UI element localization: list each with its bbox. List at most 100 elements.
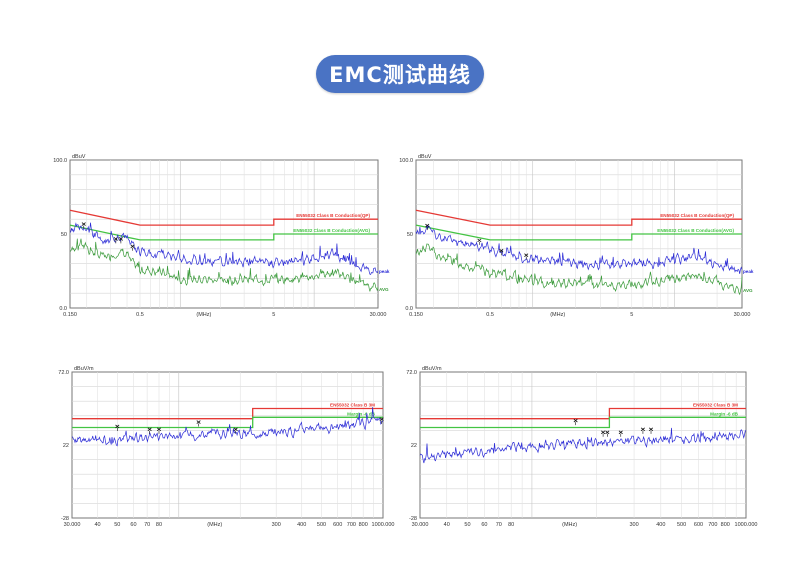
- measurement-trace: [415, 225, 743, 274]
- conducted-emission-chart-1: dBuV 100.0 50 0.0 0.150 0.5 5 30.000 (MHz) EN5503…: [38, 150, 390, 320]
- x-tick-label: 80: [508, 522, 514, 528]
- x-tick-label: 50: [464, 522, 470, 528]
- x-unit-label: (MHz): [207, 522, 222, 528]
- y-tick-label: 0.0: [405, 306, 413, 312]
- y-tick-label: -28: [61, 516, 69, 522]
- x-tick-label: 30.000: [412, 522, 429, 528]
- limit-line: [69, 209, 378, 226]
- peak-marker: [115, 424, 120, 429]
- measurement-trace: [415, 243, 743, 296]
- series-label: peak: [379, 269, 390, 274]
- peak-marker: [130, 244, 135, 249]
- y-tick-label: 72.0: [406, 370, 417, 376]
- conducted-emission-chart-2: dBuV 100.0 50 0.0 0.150 0.5 5 30.000 (MHz) EN5503…: [384, 150, 754, 320]
- limit-line: [72, 416, 383, 429]
- x-tick-label: 1000.000: [372, 522, 395, 528]
- y-tick-label: 50: [407, 232, 413, 238]
- y-unit-label: dBuV/m: [422, 366, 442, 372]
- x-tick-label: 0.5: [486, 312, 494, 318]
- x-tick-label: 30.000: [64, 522, 81, 528]
- limit-line-label: EN55032 Class B Conduction(AVG): [293, 228, 370, 233]
- series-label: AVG: [743, 288, 753, 293]
- x-tick-label: 0.5: [136, 312, 144, 318]
- measurement-trace: [419, 427, 747, 464]
- x-tick-label: 0.150: [409, 312, 423, 318]
- measurement-trace: [71, 407, 384, 447]
- x-tick-label: 30.000: [370, 312, 387, 318]
- x-tick-label: 800: [359, 522, 368, 528]
- x-tick-label: 60: [130, 522, 136, 528]
- x-tick-label: 50: [114, 522, 120, 528]
- limit-line: [420, 416, 746, 429]
- x-tick-label: 40: [94, 522, 100, 528]
- peak-marker: [147, 427, 152, 432]
- x-tick-label: 300: [272, 522, 281, 528]
- x-unit-label: (MHz): [550, 312, 565, 318]
- y-unit-label: dBuV: [72, 154, 86, 160]
- x-tick-label: 30.000: [734, 312, 751, 318]
- y-tick-label: 100.0: [53, 158, 67, 164]
- series-label: peak: [743, 269, 754, 274]
- peak-marker: [196, 420, 201, 424]
- y-tick-label: 50: [61, 232, 67, 238]
- limit-line: [415, 209, 742, 226]
- peak-marker: [425, 223, 430, 228]
- page-title: EMC测试曲线: [316, 55, 484, 93]
- y-tick-label: 22: [411, 443, 417, 449]
- peak-marker: [81, 222, 86, 226]
- peak-marker: [640, 427, 645, 432]
- peak-marker: [118, 237, 123, 241]
- chart-svg: dBuV 100.0 50 0.00.150 0.5 5 30.000 (MHz) EN5503…: [399, 154, 754, 318]
- x-tick-label: 300: [629, 522, 638, 528]
- peak-marker: [573, 418, 578, 423]
- x-tick-label: 60: [481, 522, 487, 528]
- limit-line-label: Margin -6 dB: [347, 411, 376, 416]
- x-tick-label: 0.150: [63, 312, 77, 318]
- peak-marker: [379, 417, 384, 421]
- y-tick-label: 22: [63, 443, 69, 449]
- limit-line-label: EN55032 Class B 3M: [693, 403, 738, 408]
- series-label: AVG: [379, 287, 389, 292]
- y-tick-label: -28: [409, 516, 417, 522]
- limit-line-label: Margin -6 dB: [710, 411, 739, 416]
- x-tick-label: 5: [272, 312, 275, 318]
- chart-svg: dBuV 100.0 50 0.00.150 0.5 5 30.000 (MHz) EN5503…: [53, 154, 390, 318]
- x-tick-label: 500: [677, 522, 686, 528]
- limit-line-label: EN55032 Class B Conduction(QP): [660, 213, 734, 218]
- peak-marker: [477, 238, 482, 243]
- y-unit-label: dBuV/m: [74, 366, 94, 372]
- x-tick-label: 400: [297, 522, 306, 528]
- peak-marker: [499, 248, 504, 253]
- peak-marker: [618, 430, 623, 435]
- x-tick-label: 800: [721, 522, 730, 528]
- measurement-trace: [69, 222, 379, 275]
- x-tick-label: 70: [144, 522, 150, 528]
- peak-marker: [605, 430, 610, 435]
- peak-marker: [601, 430, 606, 435]
- limit-line: [69, 224, 378, 241]
- x-tick-label: 1000.000: [735, 522, 758, 528]
- peak-marker: [113, 237, 118, 241]
- x-tick-label: 70: [496, 522, 502, 528]
- limit-line-label: EN55032 Class B Conduction(AVG): [657, 228, 734, 233]
- x-tick-label: 700: [708, 522, 717, 528]
- x-tick-label: 400: [656, 522, 665, 528]
- x-tick-label: 5: [630, 312, 633, 318]
- limit-line: [420, 407, 746, 420]
- peak-marker: [156, 427, 162, 432]
- limit-line-label: EN55032 Class B Conduction(QP): [296, 213, 370, 218]
- limit-line: [72, 407, 383, 420]
- peak-marker: [233, 427, 238, 432]
- y-tick-label: 0.0: [59, 306, 67, 312]
- y-tick-label: 100.0: [399, 158, 413, 164]
- limit-line: [415, 224, 742, 241]
- radiated-emission-chart-1: dBuV/m 72.0 22 -28 30.000 40 50 60 70 80 300 400 500…: [40, 362, 394, 530]
- x-unit-label: (MHz): [562, 522, 577, 528]
- x-unit-label: (MHz): [196, 312, 211, 318]
- x-tick-label: 600: [333, 522, 342, 528]
- radiated-emission-chart-2: dBuV/m 72.0 22 -28 30.000 40 50 60 70 80 300 400 500…: [388, 362, 757, 530]
- x-tick-label: 40: [444, 522, 450, 528]
- x-tick-label: 500: [317, 522, 326, 528]
